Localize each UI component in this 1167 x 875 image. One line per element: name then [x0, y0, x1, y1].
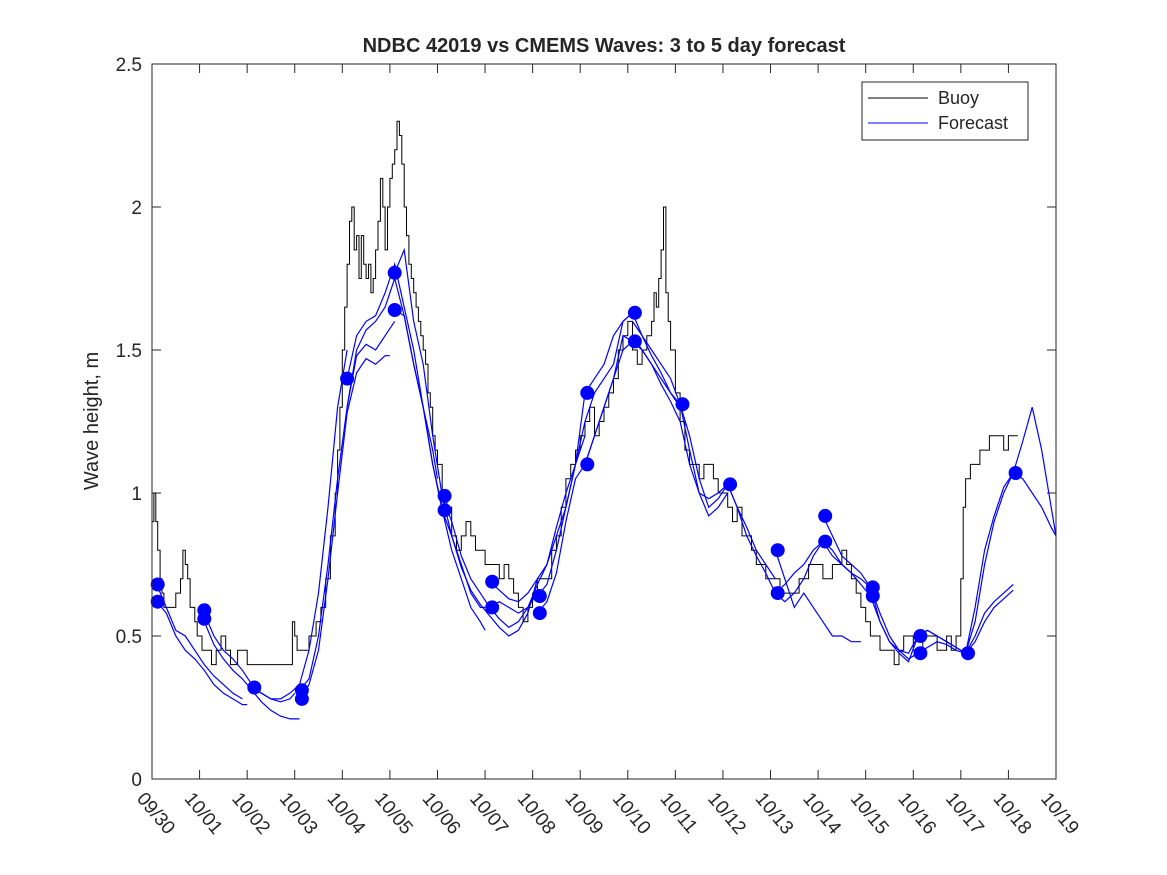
forecast-marker	[387, 303, 402, 317]
x-tick-label: 10/19	[1036, 789, 1083, 839]
x-tick-label: 10/14	[798, 789, 845, 839]
x-tick-label: 10/03	[275, 789, 322, 839]
forecast-line	[536, 312, 633, 597]
forecast-line	[156, 584, 243, 700]
forecast-marker	[150, 594, 165, 609]
forecast-marker	[865, 589, 880, 603]
chart-title: NDBC 42019 vs CMEMS Waves: 3 to 5 day fo…	[363, 35, 846, 57]
y-tick-label: 1.5	[116, 341, 142, 362]
y-tick-label: 1	[131, 484, 142, 505]
forecast-marker	[961, 646, 975, 661]
forecast-marker	[818, 508, 833, 523]
forecast-marker	[913, 629, 928, 643]
forecast-line	[489, 435, 586, 614]
forecast-marker	[437, 488, 452, 503]
forecast-line	[299, 355, 390, 700]
x-tick-label: 10/12	[703, 789, 750, 839]
x-tick-label: 10/11	[656, 789, 702, 838]
forecast-markers	[150, 265, 1023, 706]
forecast-marker	[1008, 466, 1023, 480]
forecast-marker	[437, 503, 452, 518]
forecast-line	[965, 407, 1057, 654]
legend-buoy-label: Buoy	[938, 88, 979, 108]
forecast-marker	[770, 586, 785, 601]
forecast-marker	[294, 691, 309, 706]
plot-area-frame	[151, 63, 1057, 780]
forecast-marker	[532, 589, 547, 603]
y-tick-label: 2.5	[116, 55, 142, 76]
forecast-marker	[580, 457, 595, 472]
forecast-marker	[532, 606, 547, 621]
x-tick-label: 10/13	[751, 789, 798, 839]
forecast-marker	[723, 477, 738, 492]
forecast-marker	[913, 646, 928, 661]
x-tick-label: 10/01	[180, 789, 227, 839]
forecast-line	[584, 340, 681, 465]
forecast-marker	[387, 265, 402, 280]
y-tick-label: 0.5	[116, 627, 142, 648]
forecast-line	[441, 509, 538, 637]
forecast-line	[632, 335, 729, 517]
forecast-line	[394, 309, 486, 631]
forecast-line	[727, 484, 824, 603]
forecast-marker	[770, 543, 785, 558]
x-tick-label: 10/06	[418, 789, 465, 839]
forecast-line	[917, 584, 1014, 655]
x-tick-label: 10/16	[893, 789, 940, 839]
x-tick-label: 10/08	[513, 789, 560, 839]
x-tick-label: 10/17	[941, 789, 988, 839]
y-tick-label: 0	[131, 770, 142, 791]
x-tick-label: 10/02	[227, 789, 274, 839]
forecast-marker	[580, 385, 595, 400]
forecast-marker	[627, 334, 642, 349]
forecast-marker	[818, 534, 833, 549]
legend-forecast-label: Forecast	[938, 113, 1008, 133]
x-tick-label: 10/04	[322, 789, 369, 839]
forecast-marker	[247, 680, 262, 695]
x-tick-labels: 09/30 10/01 10/02 10/03 10/04 10/05 10/06 10/07…	[132, 789, 1083, 839]
x-tick-label: 09/30	[132, 789, 179, 839]
legend-box	[861, 81, 1029, 141]
forecast-marker	[150, 577, 165, 592]
forecast-line	[156, 601, 248, 706]
forecast-marker	[485, 574, 500, 589]
forecast-marker	[627, 305, 642, 320]
x-tick-label: 10/18	[989, 789, 1036, 839]
forecast-line	[917, 589, 1014, 654]
buoy-line	[152, 120, 1018, 666]
x-tick-label: 10/07	[465, 789, 512, 839]
forecast-marker	[340, 371, 355, 386]
forecast-marker	[197, 611, 212, 626]
x-tick-label: 10/15	[846, 789, 893, 839]
x-tick-label: 10/10	[608, 789, 655, 839]
forecast-line	[774, 550, 861, 643]
buoy-series	[152, 120, 1018, 666]
x-tick-label: 10/09	[560, 789, 607, 839]
forecast-line	[679, 404, 776, 580]
forecast-line	[394, 247, 486, 609]
forecast-marker	[485, 600, 500, 615]
forecast-line	[203, 621, 300, 720]
x-tick-label: 10/05	[370, 789, 417, 839]
y-tick-label: 2	[131, 198, 142, 219]
legend: Buoy Forecast	[861, 81, 1029, 141]
y-tick-labels: 0 0.5 1 1.5 2 2.5	[116, 55, 142, 791]
forecast-marker	[675, 397, 690, 412]
y-axis-label: Wave height, m	[81, 352, 103, 490]
